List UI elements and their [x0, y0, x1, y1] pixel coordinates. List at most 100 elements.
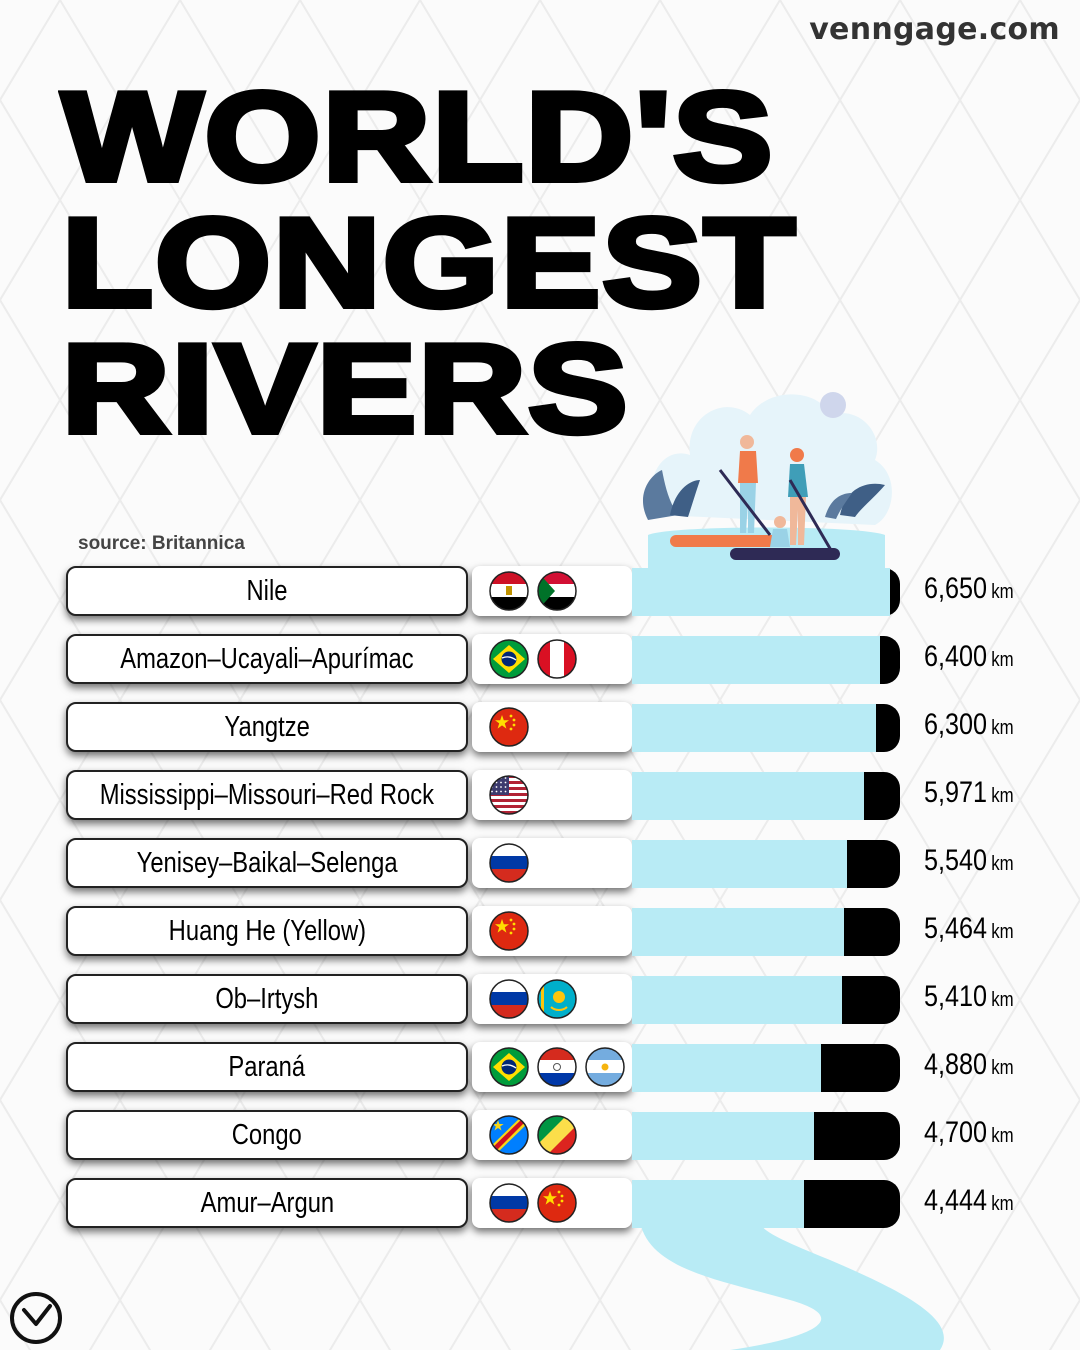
title-line-3: RIVERS [58, 318, 630, 459]
value-unit: km [991, 649, 1014, 671]
value-label: 5,971 km [924, 776, 1014, 810]
river-row: Mississippi–Missouri–Red Rock 5,971 km [66, 770, 1014, 820]
river-row: Huang He (Yellow) 5,464 km [66, 906, 1014, 956]
country-flags [472, 1042, 632, 1092]
country-flags [472, 770, 632, 820]
value-number: 5,464 [924, 912, 988, 945]
river-row: Yenisey–Baikal–Selenga 5,540 km [66, 838, 1014, 888]
river-row: Nile 6,650 km [66, 566, 1014, 616]
river-name-text: Ob–Irtysh [215, 982, 319, 1015]
bar-track [632, 568, 900, 616]
river-name-label: Amazon–Ucayali–Apurímac [66, 634, 468, 684]
value-number: 4,700 [924, 1116, 988, 1149]
river-name-label: Yangtze [66, 702, 468, 752]
bar-track [632, 908, 900, 956]
value-label: 6,650 km [924, 572, 1014, 606]
value-label: 6,300 km [924, 708, 1014, 742]
value-number: 4,444 [924, 1184, 988, 1217]
river-name-label: Mississippi–Missouri–Red Rock [66, 770, 468, 820]
river-name-text: Huang He (Yellow) [168, 914, 366, 947]
value-unit: km [991, 853, 1014, 875]
value-label: 5,464 km [924, 912, 1014, 946]
bar [632, 636, 881, 684]
bar [632, 568, 890, 616]
river-row: Paraná 4,880 km [66, 1042, 1014, 1092]
bar [632, 976, 842, 1024]
value-number: 6,400 [924, 640, 988, 673]
river-name-label: Ob–Irtysh [66, 974, 468, 1024]
value-number: 5,971 [924, 776, 988, 809]
country-flags [472, 702, 632, 752]
paddleboard-illustration [642, 392, 892, 575]
value-number: 6,300 [924, 708, 988, 741]
river-row: Congo 4,700 km [66, 1110, 1014, 1160]
river-name-label: Yenisey–Baikal–Selenga [66, 838, 468, 888]
value-label: 6,400 km [924, 640, 1014, 674]
brazil-flag-icon [489, 639, 529, 679]
value-label: 4,700 km [924, 1116, 1014, 1150]
sudan-flag-icon [537, 571, 577, 611]
usa-flag-icon [489, 775, 529, 815]
river-name-label: Amur–Argun [66, 1178, 468, 1228]
river-name-label: Congo [66, 1110, 468, 1160]
russia-flag-icon [489, 843, 529, 883]
country-flags [472, 634, 632, 684]
bar-track [632, 1112, 900, 1160]
peru-flag-icon [537, 639, 577, 679]
river-name-label: Huang He (Yellow) [66, 906, 468, 956]
bar [632, 704, 877, 752]
bar [632, 1112, 815, 1160]
bar [632, 1180, 805, 1228]
republic-of-congo-flag-icon [537, 1115, 577, 1155]
title-line-1: WORLD'S [58, 66, 775, 207]
title-line-2: LONGEST [58, 192, 798, 333]
value-unit: km [991, 785, 1014, 807]
venngage-logo-icon [10, 1292, 62, 1344]
value-label: 4,880 km [924, 1048, 1014, 1082]
value-unit: km [991, 921, 1014, 943]
value-unit: km [991, 1125, 1014, 1147]
value-label: 5,540 km [924, 844, 1014, 878]
value-label: 5,410 km [924, 980, 1014, 1014]
value-number: 5,540 [924, 844, 988, 877]
river-name-label: Paraná [66, 1042, 468, 1092]
country-flags [472, 974, 632, 1024]
country-flags [472, 838, 632, 888]
bar [632, 908, 844, 956]
russia-flag-icon [489, 1183, 529, 1223]
river-name-text: Nile [246, 574, 288, 607]
argentina-flag-icon [585, 1047, 625, 1087]
kazakhstan-flag-icon [537, 979, 577, 1019]
country-flags [472, 906, 632, 956]
egypt-flag-icon [489, 571, 529, 611]
bar-track [632, 772, 900, 820]
bar-track [632, 1180, 900, 1228]
river-name-label: Nile [66, 566, 468, 616]
value-unit: km [991, 581, 1014, 603]
value-unit: km [991, 717, 1014, 739]
country-flags [472, 1110, 632, 1160]
river-name-text: Amur–Argun [200, 1186, 334, 1219]
russia-flag-icon [489, 979, 529, 1019]
value-number: 6,650 [924, 572, 988, 605]
bar [632, 840, 847, 888]
bar-track [632, 704, 900, 752]
river-row: Amur–Argun 4,444 km [66, 1178, 1014, 1228]
river-row: Ob–Irtysh 5,410 km [66, 974, 1014, 1024]
river-name-text: Mississippi–Missouri–Red Rock [99, 778, 435, 811]
country-flags [472, 566, 632, 616]
value-unit: km [991, 1193, 1014, 1215]
china-flag-icon [489, 707, 529, 747]
paraguay-flag-icon [537, 1047, 577, 1087]
river-row: Yangtze 6,300 km [66, 702, 1014, 752]
bar-track [632, 840, 900, 888]
value-number: 4,880 [924, 1048, 988, 1081]
river-name-text: Yangtze [224, 710, 310, 743]
bar [632, 1044, 822, 1092]
value-unit: km [991, 989, 1014, 1011]
river-name-text: Congo [231, 1118, 303, 1151]
site-watermark[interactable]: venngage.com [809, 12, 1060, 47]
dr-congo-flag-icon [489, 1115, 529, 1155]
source-note: source: Britannica [78, 533, 245, 554]
